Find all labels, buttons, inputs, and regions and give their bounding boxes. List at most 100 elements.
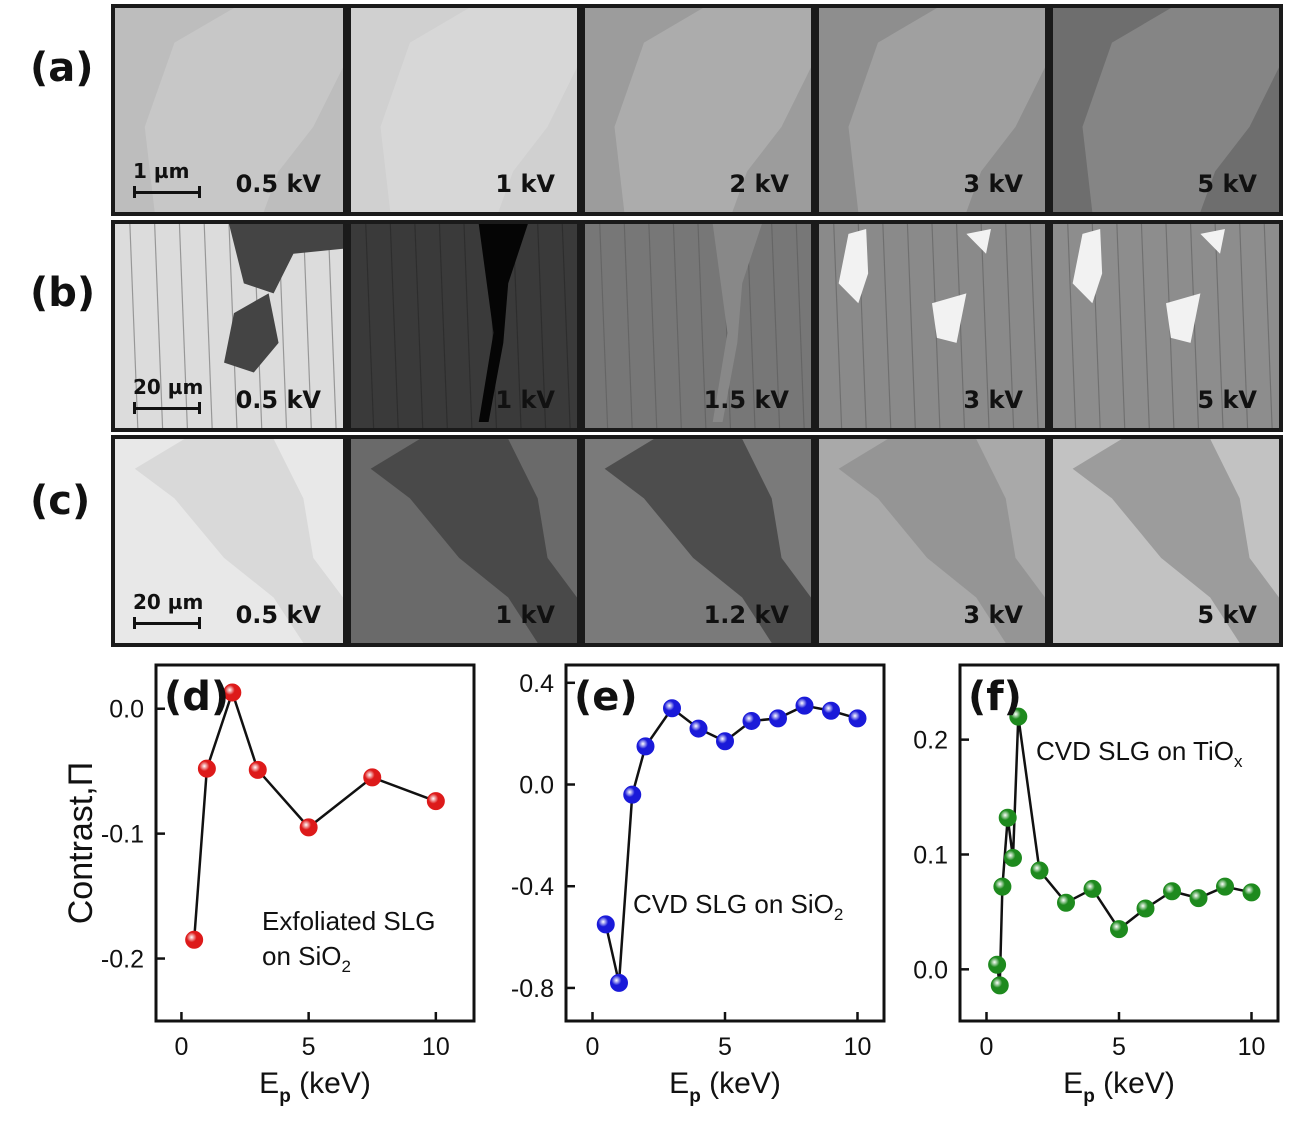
sem-image-panel: 1 kV [347, 4, 581, 216]
annotation-subscript: 2 [834, 905, 843, 924]
data-point [1242, 883, 1261, 902]
plot-0: 0 5 10 -0.2 -0.1 0.0 (d) Exfoliated SLG on SiO2 E… [62, 663, 476, 1107]
annotation-subscript: 2 [342, 957, 351, 976]
plot-2: 0 5 10 0.0 0.1 0.2 (f) CVD SLG on TiOx Ep (keV) [913, 663, 1280, 1107]
graphene-film [134, 439, 343, 643]
sem-image-panel: 1 kV [347, 220, 581, 432]
sem-texture [838, 439, 1045, 643]
data-point [596, 915, 615, 934]
data-point [636, 737, 655, 756]
annotation: Exfoliated SLG [262, 906, 435, 936]
sem-texture [848, 8, 1045, 212]
voltage-label: 1.2 kV [703, 601, 789, 629]
plot-1: 0 5 10 -0.8 -0.4 0.0 0.4 (e) CVD SLG on SiO2 Ep (… [511, 663, 886, 1107]
sem-image-panel: 5 kV [1049, 220, 1283, 432]
x-axis-label-subscript: p [279, 1086, 291, 1107]
film-gap [1072, 228, 1225, 343]
x-axis-label-unit: (keV) [701, 1067, 781, 1100]
data-point [299, 818, 318, 837]
voltage-label: 5 kV [1197, 601, 1257, 629]
micrograph-row: 0.5 kV 1 µm 1 kV 2 kV 3 kV 5 kV [111, 4, 1283, 216]
y-tick-label: 0.0 [913, 956, 948, 984]
sem-image-panel: 1.5 kV [581, 220, 815, 432]
film-gap [838, 228, 991, 343]
voltage-label: 5 kV [1197, 170, 1257, 198]
data-point [1189, 889, 1208, 908]
row-label: (b) [30, 270, 96, 316]
sem-image-panel: 0.5 kV 1 µm [111, 4, 347, 216]
sem-image-panel: 1 kV [347, 435, 581, 647]
voltage-label: 0.5 kV [235, 386, 321, 414]
graphene-flake [380, 8, 577, 212]
y-tick-label: -0.2 [101, 946, 144, 974]
voltage-label: 1 kV [495, 170, 555, 198]
scale-bar-label: 20 µm [133, 590, 204, 614]
plot-frame [154, 663, 476, 1023]
micrograph-row: 0.5 kV 20 µm 1 kV 1.2 kV 3 kV 5 kV [111, 435, 1283, 647]
voltage-label: 1 kV [495, 386, 555, 414]
data-point [689, 719, 708, 738]
data-point [1009, 707, 1028, 726]
panel-label: (f) [968, 674, 1022, 720]
x-axis-label-subscript: p [1083, 1086, 1095, 1107]
sem-image-panel: 3 kV [815, 220, 1049, 432]
contrast-plots: 0 5 10 -0.2 -0.1 0.0 (d) Exfoliated SLG on SiO2 E… [62, 663, 1280, 1107]
sem-texture [604, 439, 811, 643]
x-tick-label: 5 [302, 1033, 316, 1061]
data-point [197, 759, 216, 778]
x-axis-label: Ep (keV) [1063, 1067, 1175, 1107]
sem-texture [1072, 439, 1279, 643]
sem-texture [370, 439, 577, 643]
row-label: (c) [30, 478, 91, 524]
sem-image-panel: 0.5 kV 20 µm [111, 435, 347, 647]
data-point [742, 711, 761, 730]
y-tick-label: 0.4 [519, 670, 554, 698]
sem-texture [833, 224, 1039, 428]
x-axis-label-unit: (keV) [291, 1067, 371, 1100]
sem-image-panel: 2 kV [581, 4, 815, 216]
data-point [990, 976, 1009, 995]
sem-texture [365, 224, 571, 428]
panel-label: (e) [574, 674, 638, 720]
data-point [363, 768, 382, 787]
film-gap [478, 224, 528, 423]
film-gap [712, 224, 762, 423]
data-point [426, 792, 445, 811]
scale-bar: 20 µm [133, 375, 203, 414]
row-label: (a) [30, 45, 94, 91]
annotation: on SiO2 [262, 941, 351, 976]
voltage-label: 1 kV [495, 601, 555, 629]
micrograph-row: 0.5 kV 20 µm 1 kV 1.5 kV 3 kV 5 kV [111, 220, 1283, 432]
scale-bar: 20 µm [133, 590, 203, 629]
data-point [988, 955, 1007, 974]
scale-bar-line [133, 617, 201, 629]
sem-texture [129, 224, 343, 428]
data-point [1216, 877, 1234, 896]
x-tick-label: 0 [174, 1033, 188, 1061]
scale-bar: 1 µm [133, 159, 201, 198]
graphene-film [370, 439, 577, 643]
sem-image-panel: 3 kV [815, 435, 1049, 647]
sem-image-panel: 1.2 kV [581, 435, 815, 647]
voltage-label: 0.5 kV [235, 601, 321, 629]
data-point [663, 699, 681, 718]
voltage-label: 5 kV [1197, 386, 1257, 414]
data-point [716, 732, 734, 751]
graphene-film [604, 439, 811, 643]
y-tick-label: -0.4 [511, 873, 554, 901]
film-gap [224, 224, 343, 373]
series-line [192, 688, 437, 940]
graphene-film [1072, 439, 1279, 643]
graphene-flake [614, 8, 811, 212]
y-tick-label: 0.2 [913, 727, 948, 755]
data-point [1057, 893, 1075, 912]
x-axis-label-subscript: p [689, 1086, 701, 1107]
x-tick-label: 10 [422, 1033, 450, 1061]
scale-bar-line [133, 402, 201, 414]
sem-texture [1067, 224, 1273, 428]
sem-image-panel: 5 kV [1049, 435, 1283, 647]
data-point [1030, 861, 1049, 880]
x-tick-label: 0 [586, 1033, 600, 1061]
data-point [185, 930, 204, 949]
x-tick-label: 10 [1238, 1033, 1266, 1061]
